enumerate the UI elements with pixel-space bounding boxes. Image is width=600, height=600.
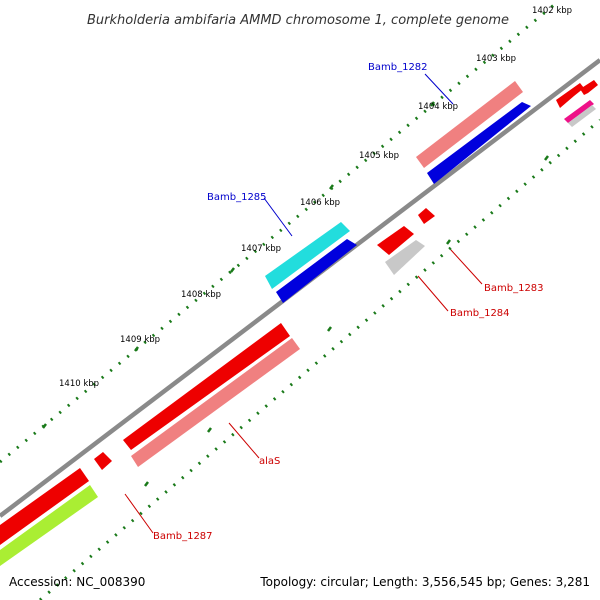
gene-arrow bbox=[377, 226, 414, 255]
gene-arrow bbox=[416, 81, 523, 168]
scale-label: 1404 kbp bbox=[418, 102, 458, 112]
outer-major-ticks bbox=[42, 101, 435, 429]
scale-label: 1406 kbp bbox=[300, 198, 340, 208]
map-title: Burkholderia ambifaria AMMD chromosome 1… bbox=[87, 13, 509, 28]
gene-arrow bbox=[385, 240, 425, 275]
gene-label-bamb-1284: Bamb_1284 bbox=[450, 308, 510, 319]
outer-scale-ring bbox=[0, 0, 561, 464]
gene-label-bamb-1283: Bamb_1283 bbox=[484, 283, 544, 294]
gene-arrow bbox=[94, 452, 112, 470]
topology-text: Topology: circular; Length: 3,556,545 bp… bbox=[260, 575, 590, 589]
gene-label-bamb-1285: Bamb_1285 bbox=[207, 192, 267, 203]
gene-arrow bbox=[556, 83, 584, 108]
scale-label: 1408 kbp bbox=[181, 290, 221, 300]
gene-arrow bbox=[580, 80, 598, 95]
gene-arrow bbox=[418, 208, 435, 224]
gene-arrow bbox=[276, 239, 357, 303]
scale-label: 1403 kbp bbox=[476, 54, 516, 64]
gene-arrow bbox=[0, 468, 89, 545]
gene-arrow bbox=[0, 485, 98, 566]
gene-arrow bbox=[568, 105, 596, 127]
gene-label-bamb-1282: Bamb_1282 bbox=[368, 62, 428, 73]
scale-label: 1409 kbp bbox=[120, 335, 160, 345]
scale-label: 1410 kbp bbox=[59, 379, 99, 389]
inner-scale-ring bbox=[39, 118, 600, 600]
scale-label: 1407 kbp bbox=[241, 244, 281, 254]
gene-arrow bbox=[131, 338, 300, 467]
inner-major-ticks bbox=[144, 155, 549, 487]
gene-arrow bbox=[564, 100, 594, 123]
scale-label: 1405 kbp bbox=[359, 151, 399, 161]
gene-arrow bbox=[265, 222, 350, 289]
accession-text: Accession: NC_008390 bbox=[9, 575, 146, 589]
label-leaders bbox=[124, 73, 483, 534]
gene-label-bamb-1287: Bamb_1287 bbox=[153, 531, 213, 542]
gene-arrow bbox=[427, 102, 531, 184]
gene-label-alas: alaS bbox=[259, 456, 280, 467]
scale-label: 1402 kbp bbox=[532, 6, 572, 16]
gene-arrow bbox=[123, 323, 290, 450]
